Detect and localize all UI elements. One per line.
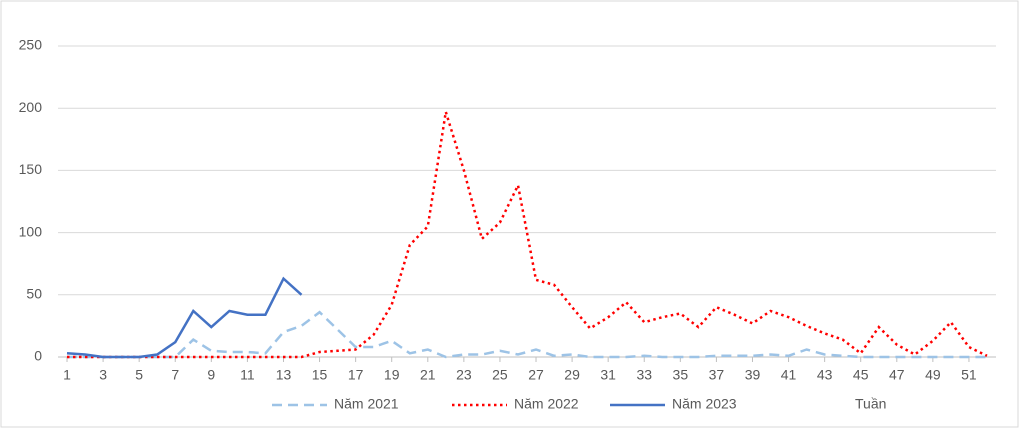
series-line <box>66 276 303 359</box>
legend-label: Năm 2023 <box>672 396 737 412</box>
x-tick-label: 31 <box>600 367 616 383</box>
y-tick-label: 250 <box>19 37 43 53</box>
x-tick-label: 47 <box>889 367 905 383</box>
y-tick-label: 100 <box>19 223 43 239</box>
legend-label: Năm 2022 <box>514 396 579 412</box>
x-tick-label: 15 <box>312 367 328 383</box>
x-tick-label: 23 <box>456 367 472 383</box>
x-tick-label: 9 <box>207 367 215 383</box>
x-tick-label: 49 <box>925 367 941 383</box>
x-axis-label: Tuần <box>855 396 886 412</box>
x-tick-label: 7 <box>171 367 179 383</box>
legend-label: Năm 2021 <box>334 396 399 412</box>
series-line <box>67 310 987 359</box>
x-tick-label: 51 <box>961 367 977 383</box>
y-tick-label: 0 <box>34 348 42 364</box>
x-tick-label: 33 <box>636 367 652 383</box>
x-tick-label: 27 <box>528 367 544 383</box>
x-tick-label: 41 <box>781 367 797 383</box>
x-tick-label: 1 <box>63 367 71 383</box>
x-tick-label: 21 <box>420 367 436 383</box>
y-tick-label: 50 <box>26 286 42 302</box>
x-tick-label: 25 <box>492 367 508 383</box>
x-tick-label: 39 <box>745 367 761 383</box>
x-tick-label: 45 <box>853 367 869 383</box>
x-tick-label: 37 <box>709 367 725 383</box>
x-tick-label: 17 <box>348 367 364 383</box>
x-tick-label: 3 <box>99 367 107 383</box>
x-tick-label: 35 <box>673 367 689 383</box>
x-tick-label: 5 <box>135 367 143 383</box>
x-tick-label: 13 <box>276 367 292 383</box>
x-tick-label: 11 <box>240 367 255 383</box>
y-tick-label: 200 <box>19 99 43 115</box>
y-tick-label: 150 <box>19 161 43 177</box>
x-tick-label: 43 <box>817 367 833 383</box>
x-tick-label: 29 <box>564 367 580 383</box>
x-tick-label: 19 <box>384 367 400 383</box>
